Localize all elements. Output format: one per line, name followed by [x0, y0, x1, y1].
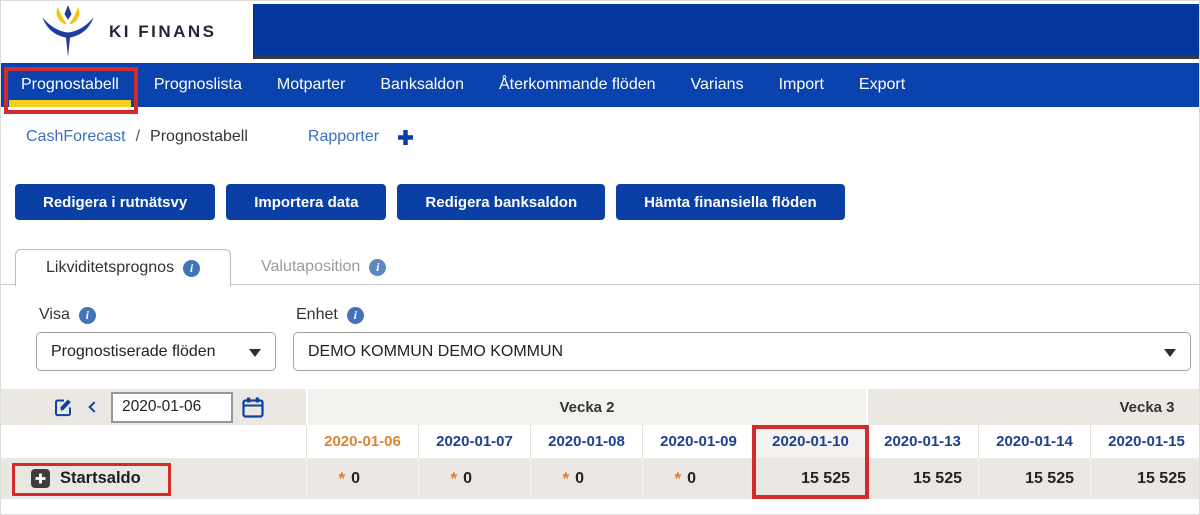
cell-value: 0: [463, 469, 472, 487]
header: KI FINANS: [1, 1, 1199, 63]
add-report-button[interactable]: [397, 129, 414, 146]
info-icon[interactable]: [346, 306, 364, 324]
tab-valutaposition[interactable]: Valutaposition: [239, 249, 408, 285]
tab-bar: Likviditetsprognos Valutaposition: [1, 249, 1199, 286]
visa-select[interactable]: Prognostiserade flöden: [36, 332, 276, 371]
edit-grid-view-button[interactable]: Redigera i rutnätsvy: [15, 184, 216, 220]
forecast-asterisk: *: [562, 469, 570, 488]
forecast-asterisk: *: [450, 469, 458, 488]
date-header-row: 2020-01-06 2020-01-07 2020-01-08 2020-01…: [1, 425, 1199, 458]
tab-likviditetsprognos[interactable]: Likviditetsprognos: [15, 249, 232, 286]
visa-label-text: Visa: [39, 306, 70, 323]
date-header-spacer: [1, 425, 306, 458]
nav-item-varians[interactable]: Varians: [690, 76, 744, 93]
active-nav-underline: [9, 100, 131, 107]
calendar-icon[interactable]: [242, 397, 264, 418]
week-group-vecka2: Vecka 2: [306, 389, 866, 425]
nav-item-export[interactable]: Export: [858, 76, 906, 93]
enhet-filter-label: Enhet: [296, 306, 364, 324]
import-data-button[interactable]: Importera data: [226, 184, 387, 220]
previous-week-chevron-left-icon[interactable]: [88, 401, 100, 413]
forecast-asterisk: *: [674, 469, 682, 488]
enhet-select-value: DEMO KOMMUN DEMO KOMMUN: [308, 342, 564, 360]
edit-icon[interactable]: [53, 397, 74, 418]
column-header-date: 2020-01-09: [642, 425, 754, 458]
logo: KI FINANS: [35, 3, 217, 61]
value-cell: 15 525: [754, 458, 866, 499]
week-band-row: Vecka 2 Vecka 3: [1, 389, 1199, 425]
cell-value: 15 525: [913, 469, 962, 487]
info-icon[interactable]: [183, 259, 201, 277]
breadcrumb-current: Prognostabell: [150, 128, 248, 145]
row-label: Startsaldo: [60, 469, 141, 487]
edit-bank-balances-button[interactable]: Redigera banksaldon: [397, 184, 606, 220]
startsaldo-row: Startsaldo * 0 * 0 * 0 * 0 15 525 15: [1, 458, 1199, 499]
value-cell: 15 525: [1090, 458, 1199, 499]
tab-bar-divider: [1, 284, 1199, 285]
column-header-date: 2020-01-08: [530, 425, 642, 458]
start-date-input[interactable]: [111, 391, 233, 423]
expand-row-button[interactable]: [31, 469, 50, 488]
value-cell: 15 525: [866, 458, 978, 499]
row-header-cell: Startsaldo: [1, 458, 306, 499]
info-icon[interactable]: [369, 258, 387, 276]
info-icon[interactable]: [78, 306, 96, 324]
column-header-date: 2020-01-14: [978, 425, 1090, 458]
value-cell: * 0: [530, 458, 642, 499]
value-cell: 15 525: [978, 458, 1090, 499]
date-picker-cell: [1, 389, 306, 425]
reports-link[interactable]: Rapporter: [307, 128, 380, 145]
tulip-logo-icon: [35, 4, 101, 60]
nav-item-import[interactable]: Import: [778, 76, 824, 93]
breadcrumb-separator: /: [135, 128, 141, 145]
nav-item-aterkommande-floden[interactable]: Återkommande flöden: [498, 76, 656, 93]
breadcrumb: CashForecast / Prognostabell Rapporter: [26, 128, 414, 146]
fetch-financial-flows-button[interactable]: Hämta finansiella flöden: [616, 184, 845, 220]
breadcrumb-root-link[interactable]: CashForecast: [26, 128, 126, 145]
column-header-date: 2020-01-13: [866, 425, 978, 458]
main-nav: Prognostabell Prognoslista Motparter Ban…: [1, 63, 1199, 107]
column-header-date: 2020-01-06: [306, 425, 418, 458]
cell-value: 15 525: [1137, 469, 1186, 487]
cell-value: 15 525: [801, 469, 850, 487]
cell-value: 15 525: [1025, 469, 1074, 487]
value-cell: * 0: [418, 458, 530, 499]
cell-value: 0: [351, 469, 360, 487]
column-header-date: 2020-01-10: [754, 425, 866, 458]
nav-item-banksaldon[interactable]: Banksaldon: [380, 76, 464, 93]
column-header-date: 2020-01-07: [418, 425, 530, 458]
visa-filter-label: Visa: [39, 306, 96, 324]
tab-label: Valutaposition: [261, 258, 361, 275]
visa-select-value: Prognostiserade flöden: [51, 342, 216, 360]
nav-item-motparter[interactable]: Motparter: [276, 76, 346, 93]
nav-item-prognoslista[interactable]: Prognoslista: [153, 76, 242, 93]
chevron-down-icon: [1164, 349, 1176, 357]
plus-icon: [35, 473, 46, 484]
brand-name: KI FINANS: [109, 22, 217, 41]
plus-icon: [398, 129, 414, 145]
week-group-vecka3: Vecka 3: [866, 389, 1199, 425]
value-cell: * 0: [306, 458, 418, 499]
forecast-table: Vecka 2 Vecka 3 2020-01-06 2020-01-07 20…: [1, 389, 1199, 499]
enhet-select[interactable]: DEMO KOMMUN DEMO KOMMUN: [293, 332, 1191, 371]
cell-value: 0: [575, 469, 584, 487]
header-blue-panel: [253, 4, 1199, 59]
value-cell: * 0: [642, 458, 754, 499]
enhet-label-text: Enhet: [296, 306, 338, 323]
nav-item-prognostabell[interactable]: Prognostabell: [21, 76, 119, 93]
chevron-down-icon: [249, 349, 261, 357]
forecast-asterisk: *: [338, 469, 346, 488]
cell-value: 0: [687, 469, 696, 487]
column-header-date: 2020-01-15: [1090, 425, 1199, 458]
tab-label: Likviditetsprognos: [46, 259, 175, 276]
action-toolbar: Redigera i rutnätsvy Importera data Redi…: [15, 184, 845, 220]
